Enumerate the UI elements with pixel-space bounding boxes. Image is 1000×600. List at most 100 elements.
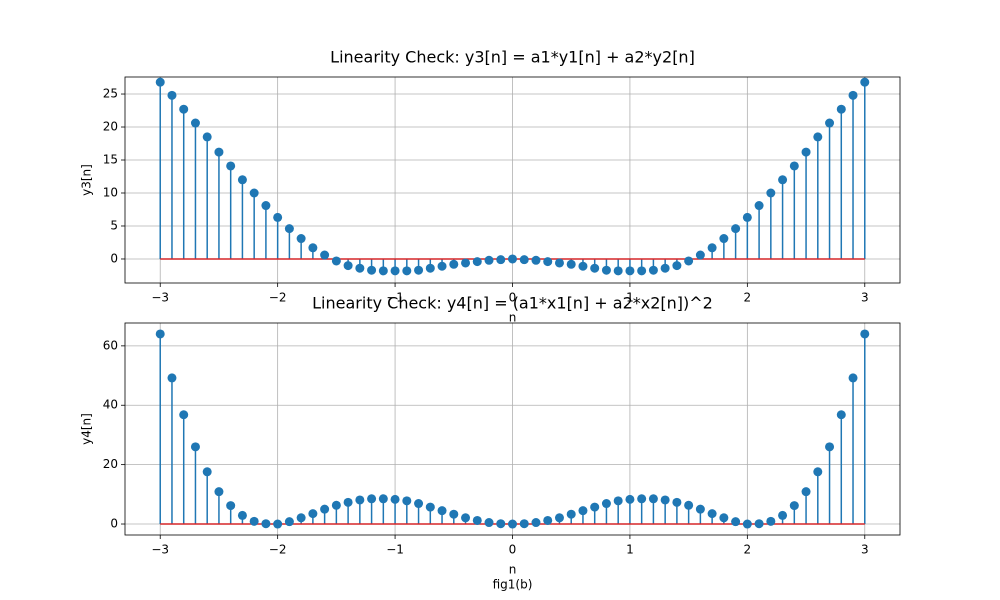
marker — [202, 467, 212, 477]
marker — [742, 212, 752, 222]
marker — [425, 502, 435, 512]
marker — [731, 224, 741, 234]
marker — [754, 519, 764, 529]
marker — [437, 506, 447, 516]
y-tick-label: 25 — [103, 87, 118, 101]
marker — [249, 516, 259, 526]
axes-frame — [124, 76, 901, 284]
marker — [390, 266, 400, 276]
marker — [519, 519, 529, 529]
marker — [414, 265, 424, 275]
marker — [214, 487, 224, 497]
marker — [825, 118, 835, 128]
marker — [566, 259, 576, 269]
marker — [390, 494, 400, 504]
marker — [508, 519, 517, 529]
marker — [202, 132, 212, 142]
y-tick-label: 0 — [110, 251, 118, 265]
marker — [648, 494, 658, 504]
marker — [789, 501, 799, 511]
marker — [378, 494, 388, 504]
marker — [237, 510, 247, 520]
marker — [367, 494, 377, 504]
chart-title: Linearity Check: y3[n] = a1*y1[n] + a2*y… — [330, 48, 695, 67]
marker — [684, 500, 694, 510]
marker — [554, 513, 564, 523]
marker — [378, 266, 388, 276]
marker — [754, 201, 764, 211]
x-tick-label: −1 — [386, 291, 404, 305]
marker — [531, 518, 541, 528]
x-tick-label: 3 — [861, 543, 869, 557]
marker — [566, 509, 576, 519]
marker — [801, 147, 811, 157]
marker — [860, 77, 870, 87]
marker — [155, 329, 165, 339]
marker — [813, 467, 823, 477]
y-tick-label: 20 — [103, 457, 118, 471]
marker — [343, 497, 353, 507]
x-tick-label: 0 — [509, 291, 517, 305]
marker — [261, 201, 271, 211]
x-axis-label: n — [509, 563, 517, 577]
y-tick-label: 40 — [103, 398, 118, 412]
marker — [789, 161, 799, 171]
x-tick-label: 1 — [626, 543, 634, 557]
x-tick-label: 2 — [744, 291, 752, 305]
marker — [449, 509, 459, 519]
marker — [320, 250, 330, 260]
marker — [578, 261, 588, 271]
marker — [331, 256, 341, 266]
marker — [848, 373, 858, 383]
marker — [167, 90, 177, 100]
caption: fig1(b) — [493, 578, 533, 592]
marker — [249, 188, 259, 198]
marker — [531, 255, 541, 265]
marker — [425, 263, 435, 273]
marker — [190, 442, 200, 452]
marker — [179, 104, 189, 114]
marker — [402, 266, 412, 276]
marker — [472, 515, 482, 525]
marker — [226, 501, 236, 511]
marker — [637, 266, 647, 276]
marker — [167, 373, 177, 383]
marker — [601, 265, 611, 275]
marker — [214, 147, 224, 157]
marker — [590, 263, 600, 273]
marker — [519, 255, 529, 265]
marker — [836, 104, 846, 114]
marker — [284, 517, 294, 527]
marker — [719, 513, 729, 523]
marker — [543, 515, 553, 525]
y-tick-label: 15 — [103, 153, 118, 167]
marker — [226, 161, 236, 171]
x-tick-label: 0 — [509, 543, 517, 557]
marker — [461, 258, 471, 268]
marker — [343, 261, 353, 271]
marker — [625, 266, 635, 276]
marker — [601, 499, 611, 509]
marker — [766, 516, 776, 526]
x-tick-label: −2 — [269, 291, 287, 305]
marker — [766, 188, 776, 198]
marker — [731, 517, 741, 527]
marker — [296, 513, 306, 523]
marker — [484, 518, 494, 528]
marker — [331, 500, 341, 510]
marker — [625, 494, 635, 504]
marker — [778, 510, 788, 520]
marker — [825, 442, 835, 452]
marker — [414, 499, 424, 509]
marker — [848, 90, 858, 100]
x-tick-label: −3 — [151, 543, 169, 557]
marker — [508, 254, 517, 264]
marker — [273, 212, 283, 222]
marker — [590, 502, 600, 512]
axes-frame — [124, 322, 901, 536]
y-tick-label: 20 — [103, 120, 118, 134]
marker — [472, 257, 482, 267]
x-tick-label: 1 — [626, 291, 634, 305]
marker — [496, 519, 506, 529]
marker — [496, 255, 506, 265]
